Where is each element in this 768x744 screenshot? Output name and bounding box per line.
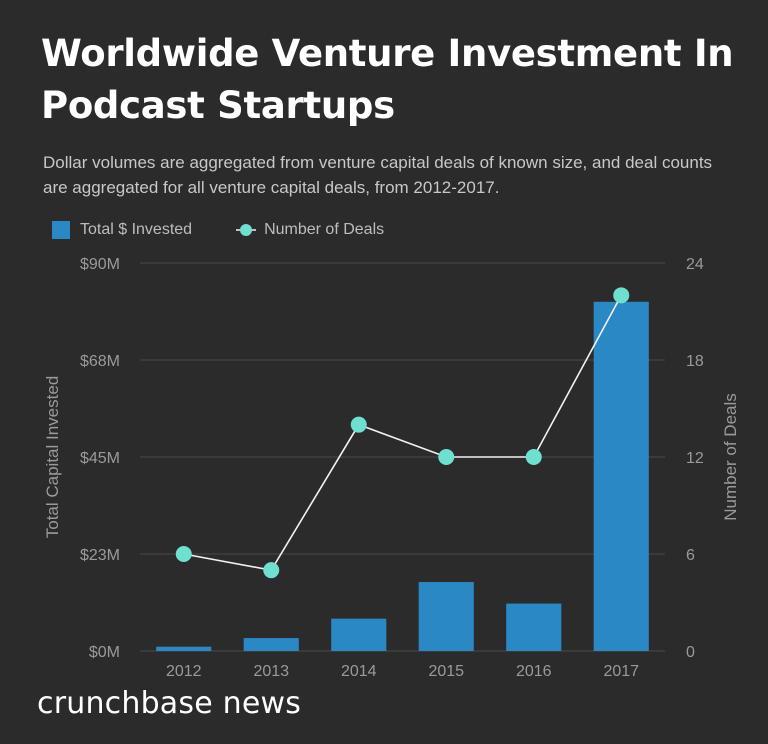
x-tick-label: 2016 [516,663,552,680]
bar [331,618,387,651]
y-tick-label: $90M [80,256,120,273]
legend-item-invested: Total $ Invested [52,221,192,239]
legend-bar-swatch [52,221,70,239]
deals-point [438,449,455,465]
deals-line [183,294,622,572]
bar [156,646,212,651]
bar [506,603,562,651]
y-tick-label: $23M [80,547,120,564]
legend-label-deals: Number of Deals [264,221,385,238]
chart-subtitle: Dollar volumes are aggregated from ventu… [43,153,713,197]
y-tick-label: $68M [80,353,120,370]
x-tick-label: 2015 [428,663,464,680]
legend-label-invested: Total $ Invested [80,221,193,238]
deals-point [175,546,192,562]
x-tick-label: 2012 [166,663,202,680]
deals-point [263,562,280,579]
y-tick-label: $45M [80,450,120,467]
x-tick-label: 2017 [603,663,639,680]
x-tick-label: 2013 [253,663,289,680]
y2-tick-label: 12 [686,450,704,467]
bar [593,301,649,651]
y2-axis-title: Number of Deals [721,393,740,521]
y2-tick-label: 6 [686,547,695,564]
legend-line-swatch [236,224,257,236]
bar [243,638,299,651]
bar [418,582,474,651]
brand-logo: crunchbase news [37,686,302,721]
chart-title: Worldwide Venture Investment In Podcast … [41,32,734,127]
y2-tick-label: 24 [686,256,704,273]
deals-point [350,416,367,433]
legend: Total $ Invested Number of Deals [52,219,428,241]
deals-point [525,449,542,465]
y2-tick-label: 0 [686,644,695,661]
y-axis-title: Total Capital Invested [43,376,62,539]
deals-point [613,287,630,304]
legend-item-deals: Number of Deals [236,221,384,239]
x-tick-label: 2014 [341,663,377,680]
y2-tick-label: 18 [686,353,704,370]
y-tick-label: $0M [89,644,120,661]
